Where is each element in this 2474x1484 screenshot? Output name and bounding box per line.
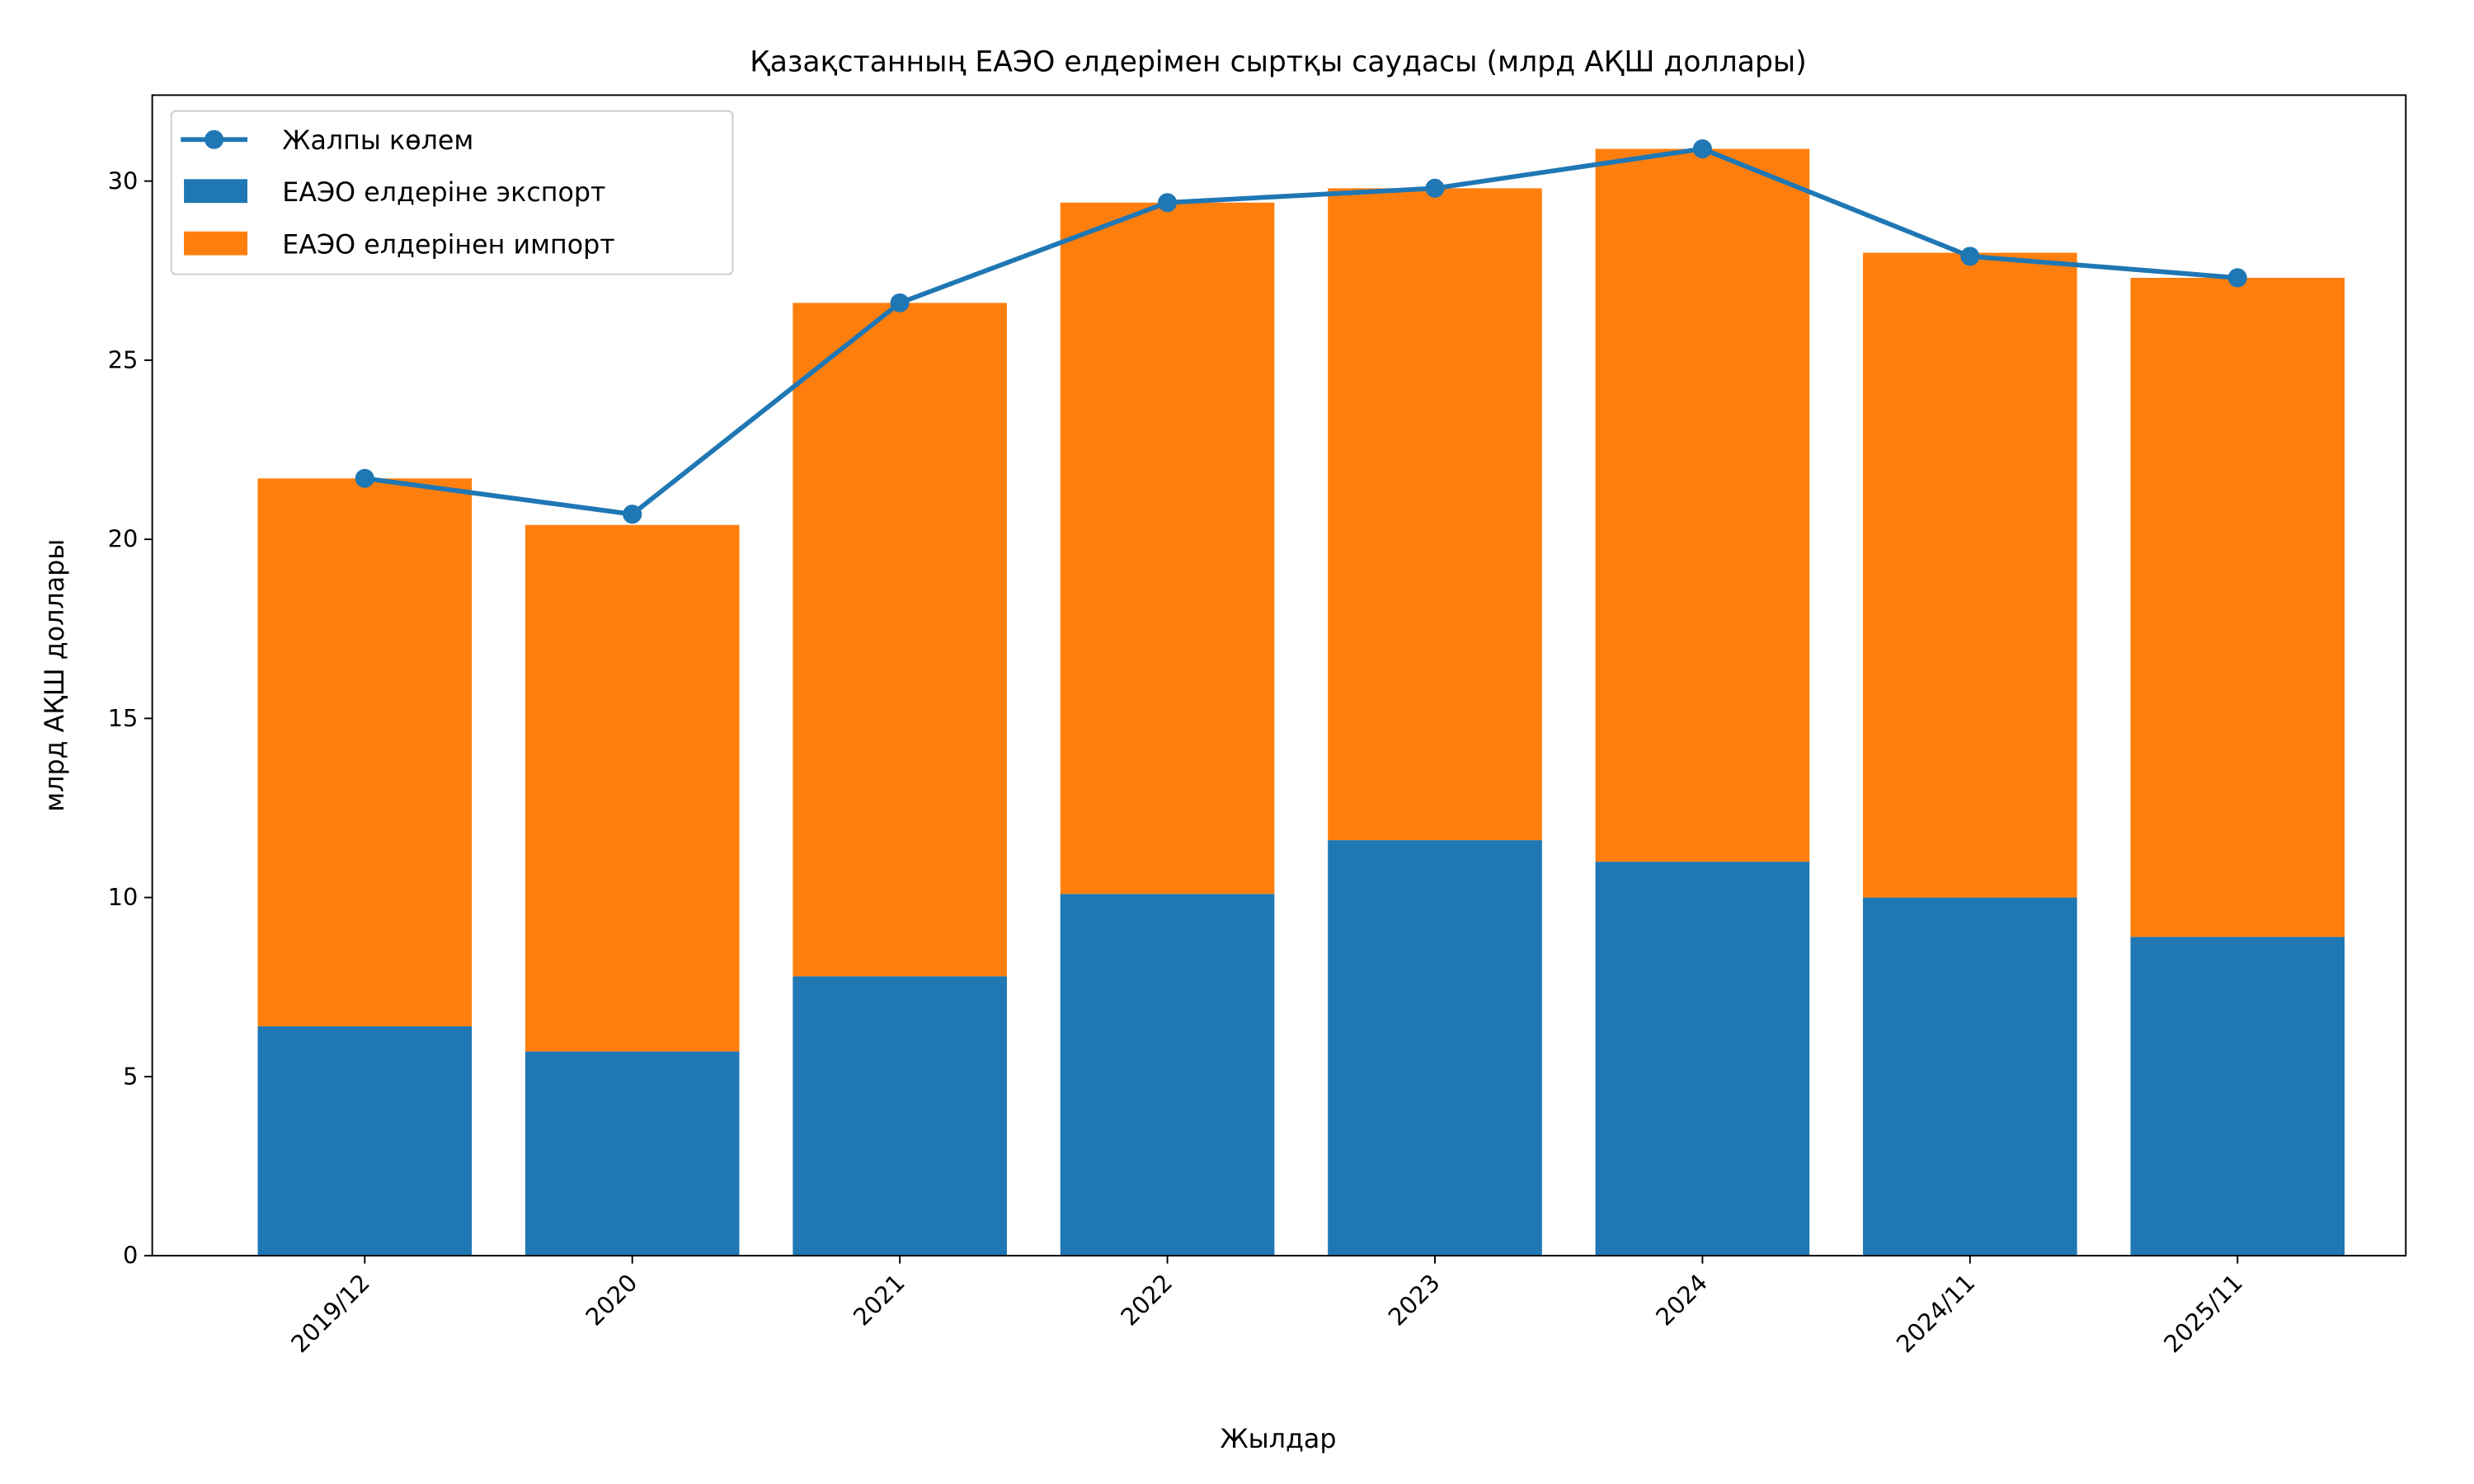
bar-import-2019/12 bbox=[257, 478, 473, 1027]
legend-entry-total: Жалпы көлем bbox=[282, 126, 473, 156]
y-tick-label: 5 bbox=[123, 1062, 138, 1090]
y-tick-label: 10 bbox=[108, 883, 139, 911]
chart-title: Қазақстанның ЕАЭО елдерімен сыртқы сауда… bbox=[750, 46, 1807, 79]
x-axis-label: Жылдар bbox=[1221, 1425, 1337, 1454]
bar-export-2019/12 bbox=[257, 1026, 473, 1256]
bar-export-2022 bbox=[1060, 894, 1275, 1256]
point-total-2021 bbox=[890, 293, 910, 312]
x-tick-label: 2022 bbox=[1115, 1269, 1178, 1331]
legend: Жалпы көлем ЕАЭО елдеріне экспорт ЕАЭО е… bbox=[170, 110, 734, 275]
x-tick-label: 2025/11 bbox=[2158, 1269, 2248, 1359]
bar-import-2024 bbox=[1595, 148, 1810, 862]
bar-export-2021 bbox=[793, 976, 1007, 1256]
y-tick-label: 30 bbox=[108, 167, 139, 195]
point-total-2024/11 bbox=[1960, 247, 1980, 266]
bar-import-2025/11 bbox=[2130, 277, 2345, 937]
point-total-2019/12 bbox=[355, 468, 374, 488]
point-total-2024 bbox=[1692, 139, 1712, 159]
x-tick-label: 2021 bbox=[848, 1269, 910, 1331]
bar-import-2022 bbox=[1060, 202, 1275, 895]
legend-entry-export: ЕАЭО елдеріне экспорт bbox=[282, 178, 605, 208]
bar-export-2023 bbox=[1328, 840, 1542, 1256]
point-total-2022 bbox=[1158, 193, 1178, 213]
x-tick-label: 2020 bbox=[580, 1269, 642, 1331]
x-tick-label: 2023 bbox=[1383, 1269, 1446, 1331]
bar-export-2020 bbox=[524, 1051, 740, 1256]
line-total bbox=[364, 146, 2238, 517]
bar-import-2020 bbox=[524, 524, 740, 1052]
y-tick-label: 0 bbox=[123, 1242, 138, 1270]
x-tick-label: 2019/12 bbox=[285, 1269, 375, 1359]
bar-export-2024 bbox=[1595, 862, 1810, 1256]
legend-marker-swatch bbox=[205, 129, 224, 149]
y-axis-label: млрд АҚШ доллары bbox=[40, 539, 70, 812]
legend-entry-import: ЕАЭО елдерінен импорт bbox=[282, 231, 615, 261]
y-tick-label: 25 bbox=[108, 346, 139, 374]
x-tick-label: 2024/11 bbox=[1891, 1269, 1981, 1359]
x-tick-label: 2024 bbox=[1650, 1269, 1713, 1331]
legend-export-swatch bbox=[184, 179, 247, 204]
plot-frame bbox=[151, 94, 2407, 1257]
bar-export-2025/11 bbox=[2130, 937, 2345, 1256]
y-tick-label: 20 bbox=[108, 525, 139, 553]
bar-import-2024/11 bbox=[1863, 252, 2077, 898]
point-total-2020 bbox=[623, 505, 642, 524]
point-total-2023 bbox=[1425, 178, 1445, 198]
bar-export-2024/11 bbox=[1863, 897, 2077, 1256]
legend-import-swatch bbox=[184, 231, 247, 256]
bar-import-2023 bbox=[1328, 188, 1542, 841]
y-tick-label: 15 bbox=[108, 704, 139, 732]
bar-import-2021 bbox=[793, 303, 1007, 977]
point-total-2025/11 bbox=[2227, 268, 2247, 288]
